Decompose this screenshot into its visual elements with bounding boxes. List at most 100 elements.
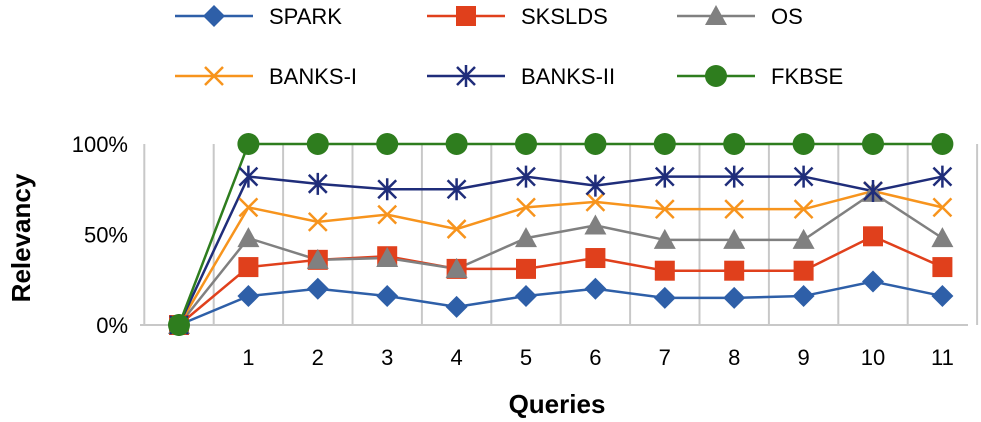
point-skslds — [932, 257, 953, 278]
point-banks-i — [585, 192, 606, 212]
point-fkbse — [445, 133, 468, 155]
point-spark — [792, 285, 815, 308]
point-banks-i — [724, 199, 745, 220]
x-tick-label: 11 — [931, 345, 954, 370]
point-os — [515, 227, 537, 248]
point-fkbse — [862, 133, 884, 155]
point-banks-i — [932, 197, 953, 218]
x-tick-label: 7 — [659, 345, 671, 370]
point-banks-i — [307, 211, 328, 232]
point-skslds — [654, 260, 675, 281]
x-tick-label: 4 — [450, 345, 462, 370]
legend-marker-spark — [203, 5, 225, 27]
point-os — [723, 228, 746, 249]
point-banks-ii — [307, 172, 328, 195]
point-fkbse — [584, 133, 607, 155]
legend-marker-fkbse — [705, 65, 727, 87]
series-line-banks-i — [177, 189, 943, 326]
series-line-spark — [178, 280, 943, 327]
point-spark — [515, 285, 537, 308]
point-banks-i — [516, 197, 536, 218]
point-spark — [862, 270, 884, 293]
series-markers — [168, 133, 954, 336]
point-os — [445, 257, 468, 278]
point-banks-ii — [516, 165, 536, 188]
point-fkbse — [723, 133, 746, 155]
point-banks-ii — [932, 165, 953, 188]
point-fkbse — [792, 133, 815, 155]
point-fkbse — [376, 133, 399, 155]
point-os — [237, 227, 260, 248]
x-tick-label: 2 — [312, 345, 324, 370]
point-banks-ii — [863, 180, 883, 203]
point-os — [792, 228, 815, 249]
point-banks-i — [654, 199, 675, 220]
point-fkbse — [653, 133, 676, 155]
point-skslds — [585, 248, 606, 269]
series-lines — [177, 142, 944, 327]
y-tick-labels: 0% 50% 100% — [72, 132, 128, 338]
legend-label-fkbse: FKBSE — [771, 64, 843, 89]
x-tick-label: 10 — [861, 345, 885, 370]
point-banks-ii — [724, 165, 745, 188]
point-banks-i — [446, 219, 467, 239]
point-skslds — [516, 258, 536, 279]
x-axis-title: Queries — [509, 389, 606, 419]
point-skslds — [238, 257, 259, 278]
point-os — [306, 248, 329, 269]
legend-label-banks-ii: BANKS-II — [521, 64, 615, 89]
point-spark — [376, 285, 399, 308]
point-skslds — [793, 260, 814, 281]
legend-label-os: OS — [771, 4, 803, 29]
series-line-fkbse — [177, 142, 943, 326]
y-tick-label: 50% — [84, 223, 128, 248]
point-skslds — [863, 226, 883, 247]
x-tick-label: 6 — [589, 345, 601, 370]
x-tick-label: 1 — [242, 345, 254, 370]
point-spark — [723, 286, 746, 309]
point-fkbse — [237, 133, 260, 155]
point-banks-ii — [238, 165, 259, 188]
point-skslds — [724, 260, 745, 281]
grid-lines — [143, 144, 979, 325]
legend-label-spark: SPARK — [269, 4, 342, 29]
point-banks-i — [377, 204, 398, 225]
legend-marker-skslds — [456, 6, 476, 26]
series-line-os — [178, 191, 944, 326]
point-spark — [931, 285, 954, 308]
point-banks-ii — [377, 178, 398, 201]
point-os — [376, 247, 399, 268]
point-banks-ii — [585, 174, 606, 197]
legend-marker-banks-i — [204, 66, 224, 86]
series-line-skslds — [178, 234, 943, 326]
point-spark — [306, 277, 329, 300]
point-banks-i — [238, 197, 259, 218]
x-tick-label: 8 — [728, 345, 740, 370]
legend-marker-banks-ii — [456, 65, 476, 87]
x-tick-label: 3 — [381, 345, 393, 370]
legend-marker-os — [705, 5, 727, 25]
y-tick-label: 0% — [96, 313, 128, 338]
point-fkbse — [931, 133, 954, 155]
legend-label-skslds: SKSLDS — [521, 4, 608, 29]
point-os — [931, 227, 954, 248]
point-spark — [237, 285, 260, 308]
y-tick-label: 100% — [72, 132, 128, 157]
point-os — [653, 228, 676, 249]
series-line-banks-ii — [177, 175, 943, 326]
point-os — [584, 214, 607, 235]
legend-label-banks-i: BANKS-I — [269, 64, 357, 89]
point-fkbse — [515, 133, 537, 155]
point-fkbse — [168, 314, 190, 336]
point-spark — [653, 286, 676, 309]
x-tick-label: 5 — [520, 345, 532, 370]
point-banks-ii — [446, 178, 467, 201]
point-fkbse — [306, 133, 329, 155]
point-spark — [584, 277, 607, 300]
x-tick-labels: 1 2 3 4 5 6 7 8 9 10 11 — [242, 345, 954, 370]
x-tick-label: 9 — [797, 345, 809, 370]
legend: SPARK SKSLDS OS BANKS-I BANKS-II FKBSE — [175, 4, 843, 89]
point-banks-ii — [654, 165, 675, 188]
point-banks-ii — [793, 165, 814, 188]
